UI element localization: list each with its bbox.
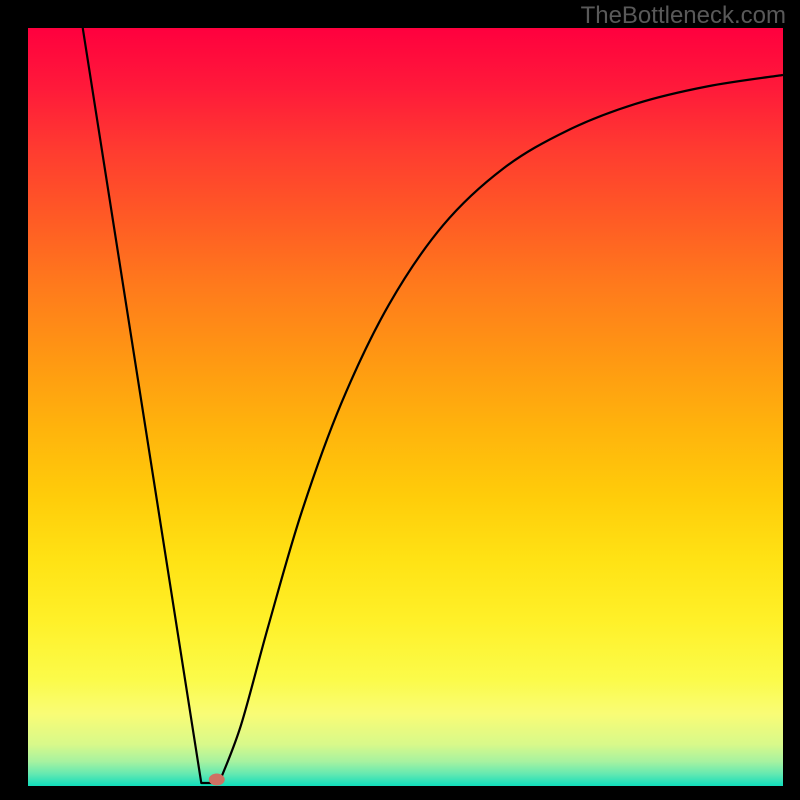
watermark-text: TheBottleneck.com	[581, 2, 786, 30]
plot-area	[28, 28, 783, 786]
chart-stage: TheBottleneck.com	[0, 0, 800, 800]
